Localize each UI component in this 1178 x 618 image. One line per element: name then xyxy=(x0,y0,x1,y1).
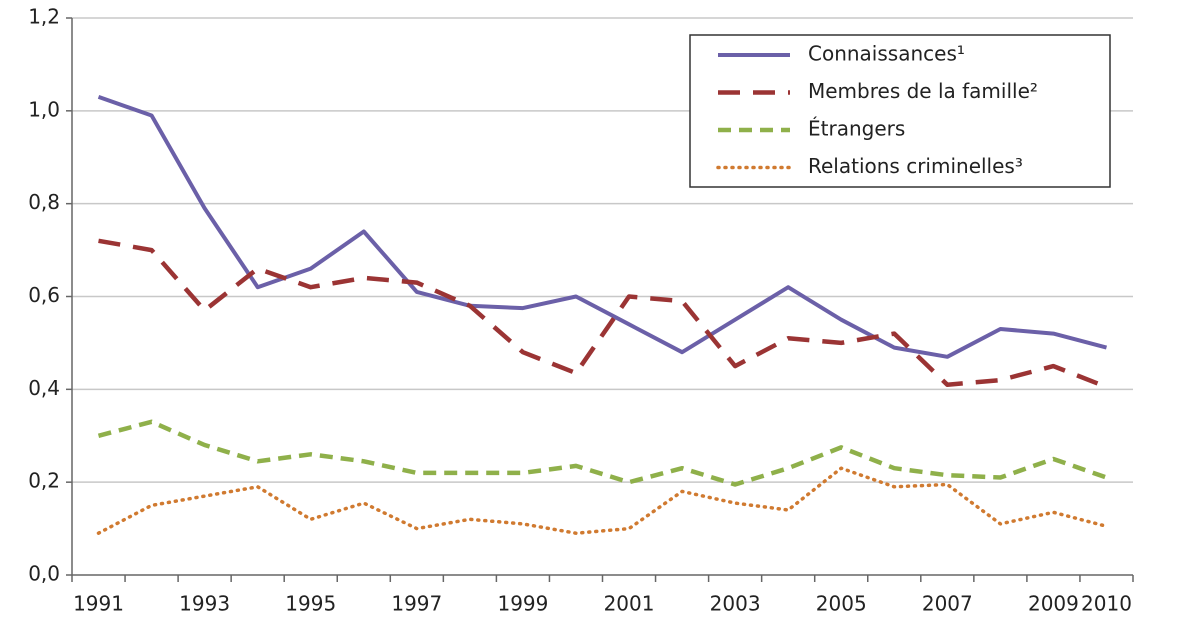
x-tick-label: 1999 xyxy=(497,592,548,616)
legend-box xyxy=(689,34,1111,188)
x-tick-label: 1997 xyxy=(391,592,442,616)
y-tick-label: 0,4 xyxy=(28,376,60,400)
y-tick-label: 1,2 xyxy=(28,5,60,29)
y-tick-label: 0,6 xyxy=(28,283,60,307)
x-tick-label: 2001 xyxy=(604,592,655,616)
series-line xyxy=(97,419,1108,487)
series-line xyxy=(98,238,1108,390)
series-line xyxy=(96,466,1109,535)
series-line xyxy=(97,95,1108,359)
legend: Connaissances¹ Membres de la famille² Étra… xyxy=(689,34,1111,188)
y-tick-label: 0,2 xyxy=(28,469,60,493)
x-tick-label: 2009 xyxy=(1028,592,1079,616)
legend-label: Relations criminelles³ xyxy=(808,154,1023,178)
y-tick-label: 1,0 xyxy=(28,97,60,121)
y-tick-label: 0,0 xyxy=(28,562,60,586)
x-tick-label: 2007 xyxy=(922,592,973,616)
x-tick-label: 1995 xyxy=(285,592,336,616)
x-tick-label: 1991 xyxy=(73,592,124,616)
legend-label: Membres de la famille² xyxy=(808,79,1038,103)
x-tick-label: 1993 xyxy=(179,592,230,616)
legend-label: Étrangers xyxy=(808,117,905,141)
y-tick-label: 0,8 xyxy=(28,190,60,214)
legend-label: Connaissances¹ xyxy=(808,42,965,66)
x-tick-label: 2003 xyxy=(710,592,761,616)
x-tick-label: 2010 xyxy=(1081,592,1132,616)
x-tick-label: 2005 xyxy=(816,592,867,616)
